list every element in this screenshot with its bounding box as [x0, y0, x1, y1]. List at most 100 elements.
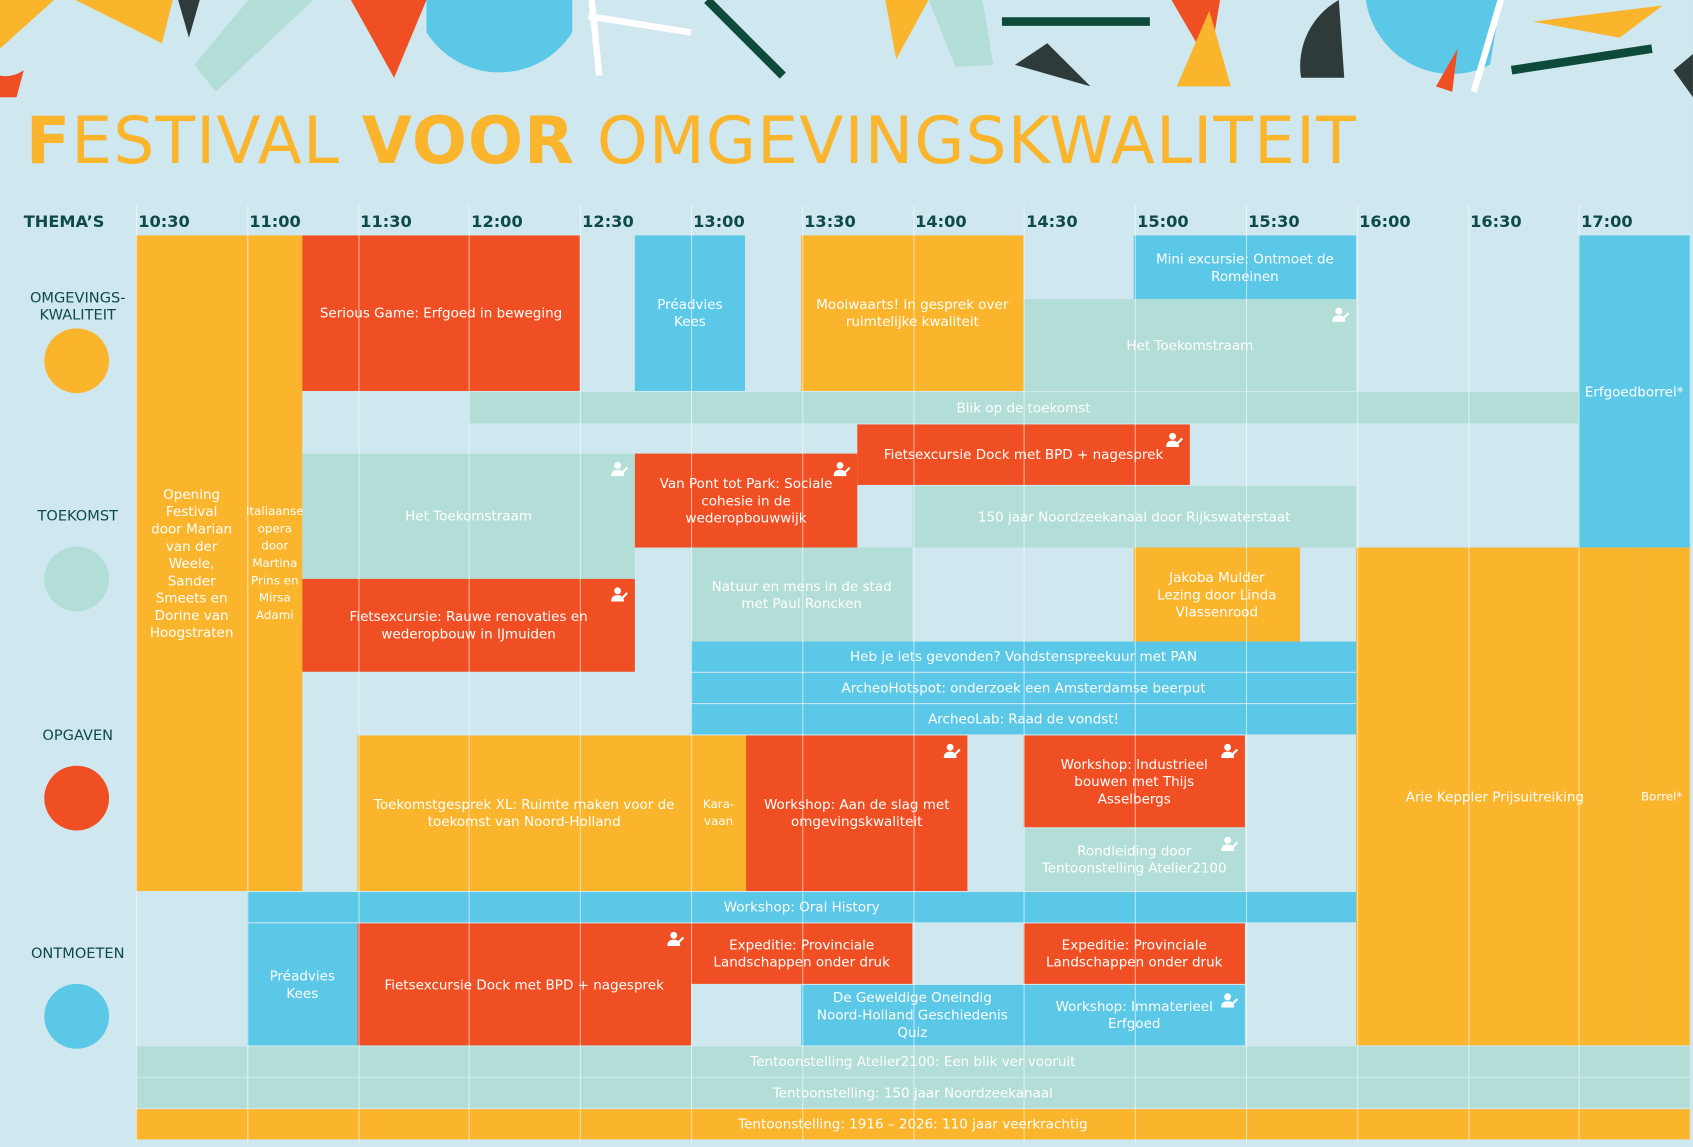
- themes-header: THEMA’S: [23, 211, 105, 232]
- event: ArcheoLab: Raad de vondst!: [691, 704, 1357, 735]
- event: ArcheoHotspot: onderzoek een Amsterdamse…: [691, 672, 1357, 704]
- event: 150 jaar Noordzeekanaal door Rijkswaters…: [912, 486, 1357, 548]
- event: Expeditie: Provinciale Landschappen onde…: [1023, 923, 1245, 984]
- event: Italiaanse opera door Martina Prins en M…: [246, 235, 304, 892]
- event: Fietsexcursie Dock met BPD + nagesprek: [857, 424, 1190, 485]
- event: Blik op de toekomst: [468, 392, 1579, 424]
- event: Heb je iets gevonden? Vondstenspreekuur …: [691, 641, 1357, 672]
- theme-dot: [44, 328, 110, 394]
- time-label: 14:00: [915, 211, 967, 232]
- event: De Geweldige Oneindig Noord-Holland Gesc…: [801, 984, 1024, 1046]
- decoration: [0, 0, 1693, 98]
- event: Jakoba Mulder Lezing door Linda Vlassenr…: [1133, 547, 1300, 642]
- event: Serious Game: Erfgoed in beweging: [302, 235, 580, 391]
- event: Het Toekomstraam: [1023, 299, 1357, 391]
- icon-person: [1332, 307, 1350, 322]
- icon-person: [611, 462, 629, 477]
- event: Mini excursie: Ontmoet de Romeinen: [1133, 235, 1357, 300]
- grid-line: [1467, 205, 1470, 1143]
- event: Tentoonstelling Atelier2100: Een blik ve…: [136, 1046, 1690, 1077]
- event: Préadvies Kees: [634, 235, 745, 391]
- grid-line: [358, 205, 360, 1143]
- time-label: 13:00: [693, 211, 745, 232]
- title-part: F: [25, 103, 72, 180]
- grid-line: [247, 205, 249, 1143]
- grid-line: [136, 205, 138, 1143]
- participant-icon: [1221, 835, 1239, 852]
- grid-line: [912, 205, 915, 1143]
- title-part: ESTIVAL: [71, 103, 362, 180]
- event: Borrel*: [1633, 547, 1690, 1046]
- theme-dot: [44, 546, 110, 612]
- icon-person: [943, 743, 961, 759]
- time-label: 11:30: [360, 211, 412, 232]
- grid-line: [580, 205, 582, 1143]
- event: Workshop: Aan de slag met omgevingskwali…: [746, 735, 968, 892]
- event: Workshop: Oral History: [247, 892, 1357, 923]
- grid-line: [1134, 205, 1137, 1143]
- event: Arie Keppler Prijsuitreiking: [1356, 547, 1634, 1046]
- event: Fietsexcursie Dock met BPD + nagesprek: [357, 923, 692, 1046]
- grid-line: [691, 205, 693, 1143]
- theme-label: OPGAVEN: [42, 726, 114, 745]
- event: Natuur en mens in de stad met Paul Ronck…: [691, 547, 913, 642]
- time-label: 12:30: [582, 211, 634, 232]
- title-part: VOOR: [361, 103, 576, 180]
- grid-line: [801, 205, 804, 1143]
- event: Opening Festival door Marian van der Wee…: [136, 235, 248, 892]
- time-label: 12:00: [471, 211, 523, 232]
- time-label: 10:30: [138, 211, 190, 232]
- time-label: 17:00: [1581, 211, 1633, 232]
- participant-icon: [667, 930, 685, 947]
- participant-icon: [943, 742, 961, 759]
- icon-person: [667, 931, 685, 947]
- time-label: 11:00: [249, 211, 301, 232]
- participant-icon: [611, 460, 629, 477]
- grid-line: [469, 205, 471, 1143]
- title: FESTIVAL VOOR OMGEVINGSKWALITEIT: [26, 104, 1357, 180]
- icon-person: [833, 462, 851, 477]
- theme-label: OMGEVINGS- KWALITEIT: [29, 289, 126, 324]
- event: Rondleiding door Tentoonstelling Atelier…: [1023, 828, 1245, 892]
- time-label: 16:00: [1359, 211, 1411, 232]
- event: Van Pont tot Park: Sociale cohesie in de…: [634, 453, 858, 548]
- icon-person: [1221, 743, 1239, 759]
- event: Tentoonstelling: 1916 – 2026: 110 jaar v…: [136, 1109, 1690, 1140]
- theme-dot: [44, 765, 110, 831]
- event: Tentoonstelling: 150 jaar Noordzeekanaal: [136, 1077, 1690, 1109]
- participant-icon: [1332, 306, 1350, 322]
- grid-line: [1023, 205, 1026, 1143]
- participant-icon: [833, 460, 851, 477]
- event: Préadvies Kees: [247, 923, 358, 1046]
- time-label: 14:30: [1026, 211, 1078, 232]
- grid-line: [1578, 205, 1581, 1143]
- event: Het Toekomstraam: [302, 453, 635, 579]
- event: Expeditie: Provinciale Landschappen onde…: [691, 923, 913, 984]
- participant-icon: [1221, 742, 1239, 759]
- title-part: OMGEVINGSKWALITEIT: [575, 103, 1357, 180]
- theme-label: ONTMOETEN: [30, 945, 125, 963]
- grid-line: [1356, 205, 1359, 1143]
- time-label: 15:00: [1137, 211, 1189, 232]
- participant-icon: [611, 585, 629, 602]
- participant-icon: [1221, 991, 1239, 1008]
- icon-person: [1221, 836, 1239, 852]
- theme-dot: [44, 983, 110, 1049]
- event: Workshop: Immaterieel Erfgoed: [1023, 984, 1245, 1046]
- event: Toekomstgesprek XL: Ruimte maken voor de…: [357, 735, 692, 892]
- time-label: 13:30: [804, 211, 856, 232]
- time-label: 16:30: [1470, 211, 1522, 232]
- participant-icon: [1166, 431, 1184, 448]
- icon-person: [611, 587, 629, 602]
- event: Kara- vaan: [691, 735, 747, 892]
- icon-person: [1166, 432, 1184, 448]
- grid-line: [1245, 205, 1248, 1143]
- time-label: 15:30: [1248, 211, 1300, 232]
- event: Mooiwaarts! In gesprek over ruimtelijke …: [801, 235, 1024, 391]
- event: Fietsexcursie: Rauwe renovaties en weder…: [302, 578, 635, 672]
- icon-person: [1221, 993, 1239, 1008]
- event: Erfgoedborrel*: [1578, 235, 1690, 548]
- event: Workshop: Industrieel bouwen met Thijs A…: [1023, 735, 1245, 828]
